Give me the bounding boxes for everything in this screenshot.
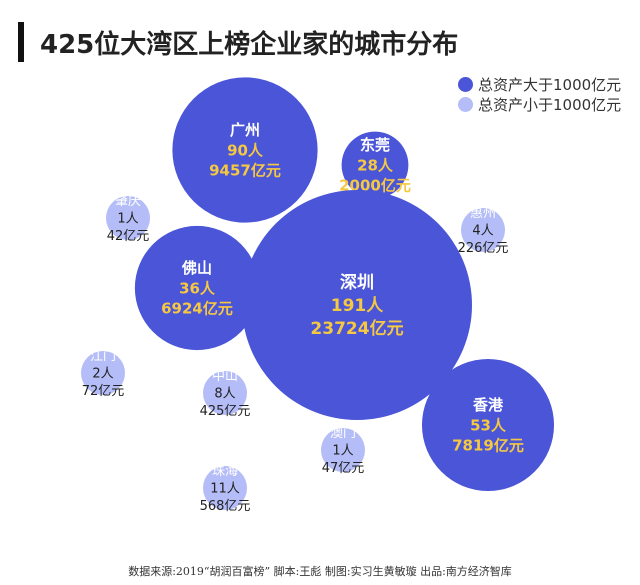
city-label: 深圳 [340,272,374,293]
assets-label: 23724亿元 [310,318,403,339]
assets-label: 2000亿元 [339,177,411,195]
city-label: 肇庆 [115,194,141,209]
bubble-circle [81,351,125,395]
legend-item-small: 总资产小于1000亿元 [458,94,621,114]
bubble-9: 澳门 1人 47亿元 [321,425,365,476]
legend-label-large: 总资产大于1000亿元 [478,75,622,94]
count-label: 191人 [331,296,384,316]
count-label: 1人 [332,444,353,459]
legend-swatch-small [458,96,473,112]
bubble-circle [421,358,555,492]
legend-swatch-large [458,76,473,92]
bubble-0: 广州 90人 9457亿元 [172,77,318,223]
bubble-10: 珠海 11人 568亿元 [200,464,251,514]
bubble-circle [321,428,365,472]
bubble-3: 惠州 4人 226亿元 [458,206,509,256]
assets-label: 226亿元 [458,241,509,256]
bubble-2: 肇庆 1人 42亿元 [106,194,150,244]
assets-label: 425亿元 [200,404,251,419]
city-label: 佛山 [181,259,212,277]
legend-label-small: 总资产小于1000亿元 [478,95,622,114]
count-label: 90人 [227,141,264,159]
assets-label: 9457亿元 [209,162,281,180]
count-label: 2人 [92,367,113,382]
bubble-circle [172,77,318,223]
city-label: 惠州 [470,206,496,221]
legend: 总资产大于1000亿元 总资产小于1000亿元 [458,74,621,114]
bubble-circle [134,225,260,351]
bubble-circle [203,371,247,415]
bubble-4: 佛山 36人 6924亿元 [134,225,260,351]
city-label: 江门 [90,349,116,364]
count-label: 11人 [210,482,240,497]
bubble-circle [461,208,505,252]
assets-label: 568亿元 [200,499,251,514]
bubble-7: 中山 8人 425亿元 [200,369,251,419]
bubble-6: 江门 2人 72亿元 [81,349,125,399]
bubble-circle [203,466,247,510]
title-bar-accent [18,22,24,62]
assets-label: 42亿元 [107,229,150,244]
count-label: 8人 [214,387,235,402]
count-label: 4人 [472,224,493,239]
count-label: 36人 [179,279,216,297]
count-label: 28人 [357,156,394,174]
city-label: 珠海 [212,464,238,479]
assets-label: 7819亿元 [452,437,524,455]
city-label: 澳门 [330,425,356,441]
city-label: 香港 [473,396,504,414]
bubble-circle [341,131,409,199]
count-label: 53人 [470,416,507,434]
city-label: 广州 [230,121,260,139]
legend-item-large: 总资产大于1000亿元 [458,74,621,94]
city-label: 中山 [212,369,238,384]
bubble-1: 东莞 28人 2000亿元 [339,131,411,199]
assets-label: 6924亿元 [161,300,233,318]
city-label: 东莞 [360,136,390,154]
bubble-circle [242,190,472,420]
assets-label: 72亿元 [82,384,125,399]
assets-label: 47亿元 [322,461,365,476]
bubble-circle [106,196,150,240]
bubble-8: 香港 53人 7819亿元 [421,358,555,492]
count-label: 1人 [117,212,138,227]
chart-title: 425位大湾区上榜企业家的城市分布 [40,30,459,60]
footer-source: 数据来源:2019“胡润百富榜” 脚本:王彪 制图:实习生黄敏璇 出品:南方经济… [128,565,512,578]
